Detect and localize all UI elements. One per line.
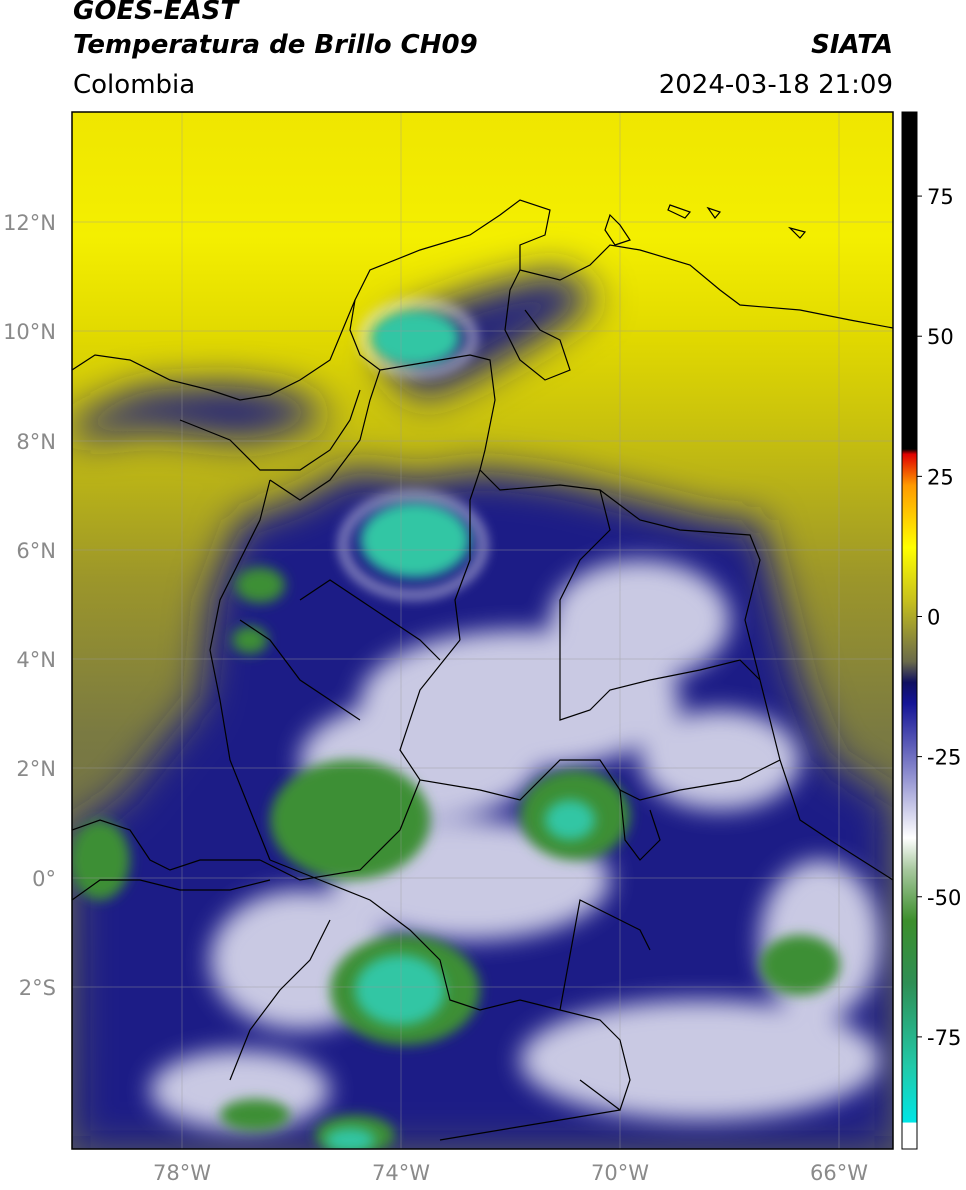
- graticule: [72, 112, 893, 1149]
- lat-tick-label: 8°N: [16, 430, 56, 454]
- colorbar-tick-label: 25: [927, 465, 954, 489]
- lat-tick-label: 10°N: [3, 320, 56, 344]
- borders: [72, 199, 893, 1141]
- product-title: Temperatura de Brillo CH09: [73, 30, 478, 60]
- lat-tick-label: 4°N: [16, 648, 56, 672]
- longitude-axis: 78°W 74°W 70°W 66°W: [153, 1161, 868, 1185]
- lon-tick-label: 66°W: [810, 1161, 868, 1185]
- colorbar-tick-label: 0: [927, 605, 940, 629]
- lat-tick-label: 0°: [32, 867, 56, 891]
- map-frame: [71, 111, 894, 1150]
- datetime-label: 2024-03-18 21:09: [658, 70, 893, 100]
- colorbar-tick-label: 75: [927, 185, 954, 209]
- colorbar-ramp: [901, 111, 918, 1150]
- lat-tick-label: 2°S: [19, 976, 56, 1000]
- satellite-title: GOES-EAST: [73, 0, 239, 26]
- colorbar-tick-label: 50: [927, 325, 954, 349]
- lon-tick-label: 74°W: [372, 1161, 430, 1185]
- latitude-axis: 12°N 10°N 8°N 6°N 4°N 2°N 0° 2°S: [3, 211, 56, 1000]
- lon-tick-label: 70°W: [591, 1161, 649, 1185]
- colorbar-tick-label: -75: [927, 1026, 961, 1050]
- lat-tick-label: 2°N: [16, 757, 56, 781]
- map-imagery: [72, 112, 893, 1149]
- lat-tick-label: 6°N: [16, 539, 56, 563]
- source-label: SIATA: [811, 30, 893, 60]
- colorbar-tick-label: -50: [927, 886, 961, 910]
- region-label: Colombia: [73, 70, 196, 100]
- lat-tick-label: 12°N: [3, 211, 56, 235]
- colorbar-tick-label: -25: [927, 746, 961, 770]
- colorbar: 75 50 25 0 -25 -50 -75: [901, 111, 961, 1150]
- lon-tick-label: 78°W: [153, 1161, 211, 1185]
